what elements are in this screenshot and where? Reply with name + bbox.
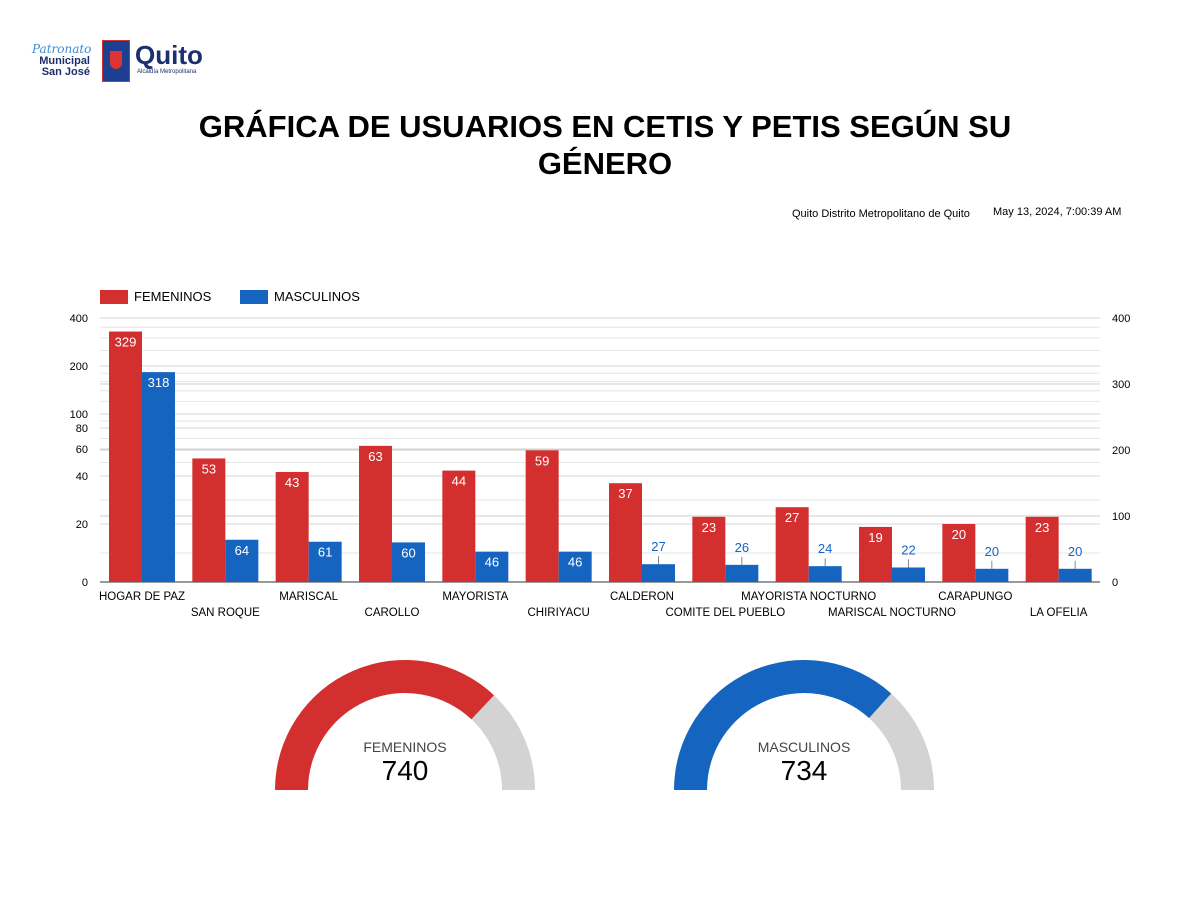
right-axis-tick-label: 200 <box>1112 445 1130 457</box>
data-label-femeninos: 63 <box>368 449 382 464</box>
x-axis-category-label: CALDERON <box>610 591 674 603</box>
bar-femeninos <box>359 445 392 582</box>
data-label-masculinos: 26 <box>735 540 749 555</box>
data-label-femeninos: 23 <box>1035 520 1049 535</box>
logo-municipal-text: Municipal <box>39 55 90 67</box>
logo: Patronato Municipal San José Quito Alcald… <box>32 40 217 84</box>
bar-femeninos <box>525 450 559 582</box>
bar-masculinos <box>558 551 592 582</box>
data-label-masculinos: 24 <box>818 541 832 556</box>
data-label-femeninos: 59 <box>535 453 549 468</box>
legend-label: MASCULINOS <box>274 289 360 304</box>
legend-label: FEMENINOS <box>134 289 212 304</box>
left-axis-tick-label: 100 <box>70 409 88 421</box>
left-axis-tick-label: 80 <box>76 423 88 435</box>
bar-masculinos <box>308 541 342 582</box>
bar-masculinos <box>642 564 675 582</box>
logo-alcaldia: Alcaldía Metropolitana <box>137 69 197 75</box>
bar-masculinos <box>225 539 259 582</box>
bar-femeninos <box>609 483 642 582</box>
page-title: GRÁFICA DE USUARIOS EN CETIS Y PETIS SEG… <box>198 109 1012 181</box>
legend-swatch-blue <box>240 289 268 304</box>
x-axis-category-label: MAYORISTA NOCTURNO <box>741 591 876 603</box>
bar-femeninos <box>942 524 976 582</box>
x-axis-category-label: CAROLLO <box>365 607 420 619</box>
x-axis-category-label: MAYORISTA <box>442 591 508 603</box>
bar-masculinos <box>475 551 509 582</box>
right-axis-tick-label: 400 <box>1112 313 1130 325</box>
data-label-masculinos: 20 <box>1068 544 1082 559</box>
left-axis-tick-label: 20 <box>76 519 88 531</box>
data-label-femeninos: 37 <box>618 486 632 501</box>
logo-quito: Quito <box>135 40 203 70</box>
x-axis-category-label: MARISCAL NOCTURNO <box>828 607 956 619</box>
left-axis-tick-label: 200 <box>70 361 88 373</box>
data-label-femeninos: 19 <box>868 530 882 545</box>
data-label-masculinos: 27 <box>651 539 665 554</box>
x-axis-category-label: MARISCAL <box>279 591 338 603</box>
bar-masculinos <box>725 564 759 582</box>
bar-femeninos <box>275 471 309 582</box>
data-label-masculinos: 60 <box>401 545 415 560</box>
logo-municipal: Municipal San José <box>32 56 90 78</box>
bar-masculinos <box>142 372 175 582</box>
data-label-femeninos: 44 <box>452 474 466 489</box>
left-axis-tick-label: 400 <box>70 313 88 325</box>
data-label-masculinos: 61 <box>318 545 332 560</box>
legend-swatch-red <box>100 289 128 304</box>
bar-masculinos <box>1058 568 1092 582</box>
data-label-femeninos: 53 <box>202 461 216 476</box>
x-axis-category-label: HOGAR DE PAZ <box>99 591 185 603</box>
x-axis-category-label: LA OFELIA <box>1030 607 1088 619</box>
bar-femeninos <box>1025 516 1059 582</box>
data-label-masculinos: 318 <box>148 375 170 390</box>
data-label-masculinos: 64 <box>235 543 249 558</box>
location-text: Quito Distrito Metropolitano de Quito <box>792 208 970 220</box>
x-axis-category-label: COMITE DEL PUEBLO <box>665 607 785 619</box>
timestamp: May 13, 2024, 7:00:39 AM <box>993 206 1122 218</box>
data-label-masculinos: 46 <box>485 555 499 570</box>
gauge-fill-masculinos <box>674 659 892 790</box>
x-axis-category-label: CARAPUNGO <box>938 591 1012 603</box>
bar-chart: 0 20 40 60 80 100 200 400 0 100 200 300 400 329 318 HOG… <box>70 313 1131 619</box>
x-axis-category-label: SAN ROQUE <box>191 607 260 619</box>
bar-femeninos <box>192 458 226 582</box>
bar-femeninos <box>692 516 726 582</box>
gauge-fill-femeninos <box>275 659 494 790</box>
bar-masculinos <box>892 567 925 582</box>
bar-femeninos <box>859 526 892 582</box>
gauge-label-masculinos: MASCULINOS <box>757 739 851 755</box>
gauge-value-masculinos: 734 <box>780 755 828 786</box>
gauge-label-femeninos: FEMENINOS <box>363 739 447 755</box>
legend-femeninos[interactable]: FEMENINOS <box>100 289 211 304</box>
bar-femeninos <box>775 507 809 582</box>
right-axis-tick-label: 300 <box>1112 379 1130 391</box>
data-label-femeninos: 27 <box>785 510 799 525</box>
left-axis-tick-label: 0 <box>82 577 88 589</box>
right-axis-tick-label: 0 <box>1112 577 1118 589</box>
bar-femeninos <box>442 470 476 582</box>
coat-of-arms-icon <box>102 40 130 82</box>
gauge-value-femeninos: 740 <box>381 755 429 786</box>
data-label-femeninos: 43 <box>285 475 299 490</box>
data-label-masculinos: 22 <box>901 542 915 557</box>
data-label-femeninos: 23 <box>702 520 716 535</box>
data-label-masculinos: 20 <box>985 544 999 559</box>
bar-masculinos <box>808 566 842 582</box>
data-label-masculinos: 46 <box>568 555 582 570</box>
data-label-femeninos: 20 <box>952 527 966 542</box>
left-axis-tick-label: 60 <box>76 444 88 456</box>
data-label-femeninos: 329 <box>115 335 137 350</box>
logo-san-jose: San José <box>41 66 90 78</box>
x-axis-category-label: CHIRIYACU <box>527 607 589 619</box>
bar-masculinos <box>392 542 425 582</box>
bar-femeninos <box>109 331 142 582</box>
logo-patronato: Patronato <box>32 42 92 56</box>
right-axis-tick-label: 100 <box>1112 511 1130 523</box>
left-axis-tick-label: 40 <box>76 471 88 483</box>
bar-masculinos <box>975 568 1009 582</box>
legend-masculinos[interactable]: MASCULINOS <box>240 289 360 304</box>
